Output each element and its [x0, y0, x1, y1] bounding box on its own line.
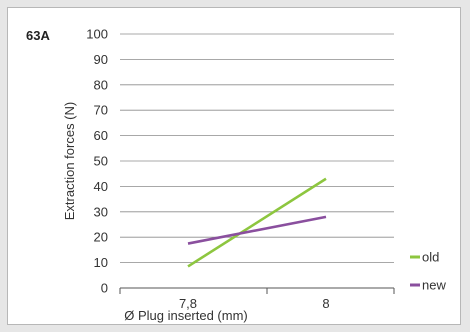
- y-tick-label: 10: [94, 255, 108, 270]
- x-axis-label: Ø Plug inserted (mm): [124, 308, 248, 323]
- x-tick-labels: 7,8 8: [119, 288, 395, 311]
- series-line-new: [187, 215, 327, 245]
- x-tick-label: 8: [322, 296, 329, 311]
- series-lines: [187, 177, 327, 268]
- grid-lines: [120, 33, 394, 264]
- y-tick-label: 100: [86, 27, 108, 42]
- y-tick-label: 0: [101, 281, 108, 296]
- series-line-old: [187, 177, 327, 268]
- legend-label-old: old: [422, 250, 439, 265]
- y-tick-label: 20: [94, 230, 108, 245]
- chart-frame: 63A 0 10 20 30 40 50 60 70 80 90 100 7,8 8 Extracti…: [7, 7, 461, 325]
- y-tick-label: 70: [94, 103, 108, 118]
- legend: old new: [410, 250, 446, 293]
- y-tick-label: 60: [94, 128, 108, 143]
- y-tick-label: 50: [94, 154, 108, 169]
- y-tick-labels: 0 10 20 30 40 50 60 70 80 90 100: [86, 27, 108, 296]
- y-tick-label: 90: [94, 52, 108, 67]
- chart-title: 63A: [26, 28, 50, 43]
- y-tick-label: 30: [94, 204, 108, 219]
- y-tick-label: 40: [94, 179, 108, 194]
- legend-label-new: new: [422, 278, 446, 293]
- x-tick-label: 7,8: [179, 296, 197, 311]
- y-tick-label: 80: [94, 77, 108, 92]
- y-axis-label: Extraction forces (N): [62, 102, 77, 220]
